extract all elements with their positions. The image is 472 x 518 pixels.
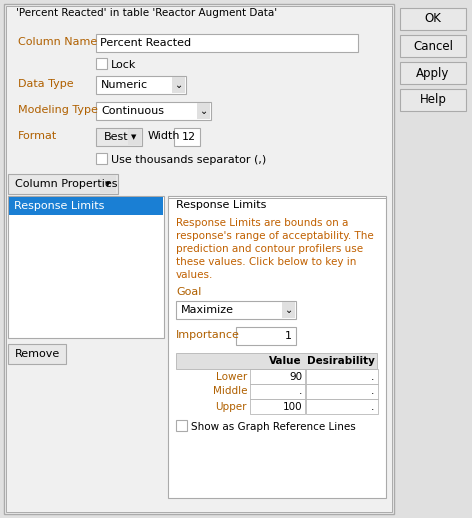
Text: Lock: Lock: [111, 60, 136, 70]
Bar: [250, 369, 305, 384]
Bar: [236, 327, 296, 345]
Bar: [400, 89, 466, 111]
Bar: [176, 353, 377, 369]
Text: Response Limits are bounds on a: Response Limits are bounds on a: [176, 218, 348, 228]
Bar: [168, 196, 386, 498]
Bar: [176, 301, 296, 319]
Bar: [96, 153, 107, 164]
Text: ⌄: ⌄: [285, 305, 293, 315]
Text: .: .: [371, 371, 374, 381]
Text: 100: 100: [282, 401, 302, 411]
Bar: [250, 384, 305, 399]
Text: ▼: ▼: [131, 134, 137, 140]
Text: Continuous: Continuous: [101, 106, 164, 116]
Bar: [176, 420, 187, 431]
Text: .: .: [371, 386, 374, 396]
Bar: [400, 8, 466, 30]
Text: Goal: Goal: [176, 287, 202, 297]
Text: ⌄: ⌄: [200, 106, 208, 116]
Text: Desirability: Desirability: [307, 356, 375, 366]
Text: Remove: Remove: [14, 349, 59, 359]
Bar: [96, 76, 186, 94]
Text: 90: 90: [289, 371, 302, 381]
Bar: [100, 175, 116, 193]
Text: Lower: Lower: [216, 371, 247, 381]
Text: Width: Width: [148, 131, 180, 141]
Text: Modeling Type: Modeling Type: [18, 105, 98, 115]
Text: 12: 12: [182, 132, 196, 142]
Text: Use thousands separator (,): Use thousands separator (,): [111, 155, 266, 165]
Bar: [172, 77, 185, 93]
Text: response's range of acceptability. The: response's range of acceptability. The: [176, 231, 374, 241]
Text: Help: Help: [420, 94, 447, 107]
Bar: [9, 197, 163, 215]
Text: Best: Best: [104, 132, 129, 142]
Text: ▼: ▼: [105, 181, 111, 187]
Text: Upper: Upper: [216, 401, 247, 411]
Text: .: .: [299, 386, 302, 396]
Text: Numeric: Numeric: [101, 80, 148, 90]
Text: prediction and contour profilers use: prediction and contour profilers use: [176, 244, 363, 254]
Bar: [400, 62, 466, 84]
Text: Apply: Apply: [416, 66, 450, 79]
Bar: [250, 399, 305, 414]
Text: values.: values.: [176, 270, 213, 280]
Text: Importance: Importance: [176, 330, 240, 340]
Bar: [96, 34, 358, 52]
Bar: [8, 344, 66, 364]
Text: Response Limits: Response Limits: [176, 200, 266, 210]
Text: Middle: Middle: [212, 386, 247, 396]
Text: Column Name: Column Name: [18, 37, 97, 47]
Bar: [6, 6, 392, 512]
Text: Value: Value: [270, 356, 302, 366]
Text: .: .: [371, 401, 374, 411]
Bar: [8, 196, 164, 338]
Text: these values. Click below to key in: these values. Click below to key in: [176, 257, 356, 267]
Bar: [96, 128, 142, 146]
Text: Show as Graph Reference Lines: Show as Graph Reference Lines: [191, 422, 356, 432]
Text: Format: Format: [18, 131, 57, 141]
Bar: [168, 198, 386, 199]
Bar: [282, 302, 295, 318]
Bar: [96, 58, 107, 69]
Text: Response Limits: Response Limits: [14, 201, 104, 211]
Text: 'Percent Reacted' in table 'Reactor Augment Data': 'Percent Reacted' in table 'Reactor Augm…: [16, 8, 277, 18]
Text: 1: 1: [285, 331, 292, 341]
Bar: [306, 369, 378, 384]
Bar: [197, 103, 210, 119]
Bar: [128, 129, 141, 145]
Text: Percent Reacted: Percent Reacted: [100, 38, 191, 48]
Text: Maximize: Maximize: [181, 305, 234, 315]
Bar: [8, 174, 118, 194]
Text: Cancel: Cancel: [413, 39, 453, 52]
Bar: [400, 35, 466, 57]
Text: OK: OK: [424, 12, 441, 25]
Bar: [174, 128, 200, 146]
Text: ⌄: ⌄: [175, 80, 183, 90]
Text: Column Properties: Column Properties: [15, 179, 118, 189]
Bar: [306, 399, 378, 414]
Bar: [96, 102, 211, 120]
Text: Data Type: Data Type: [18, 79, 74, 89]
Bar: [306, 384, 378, 399]
Bar: [4, 4, 394, 514]
